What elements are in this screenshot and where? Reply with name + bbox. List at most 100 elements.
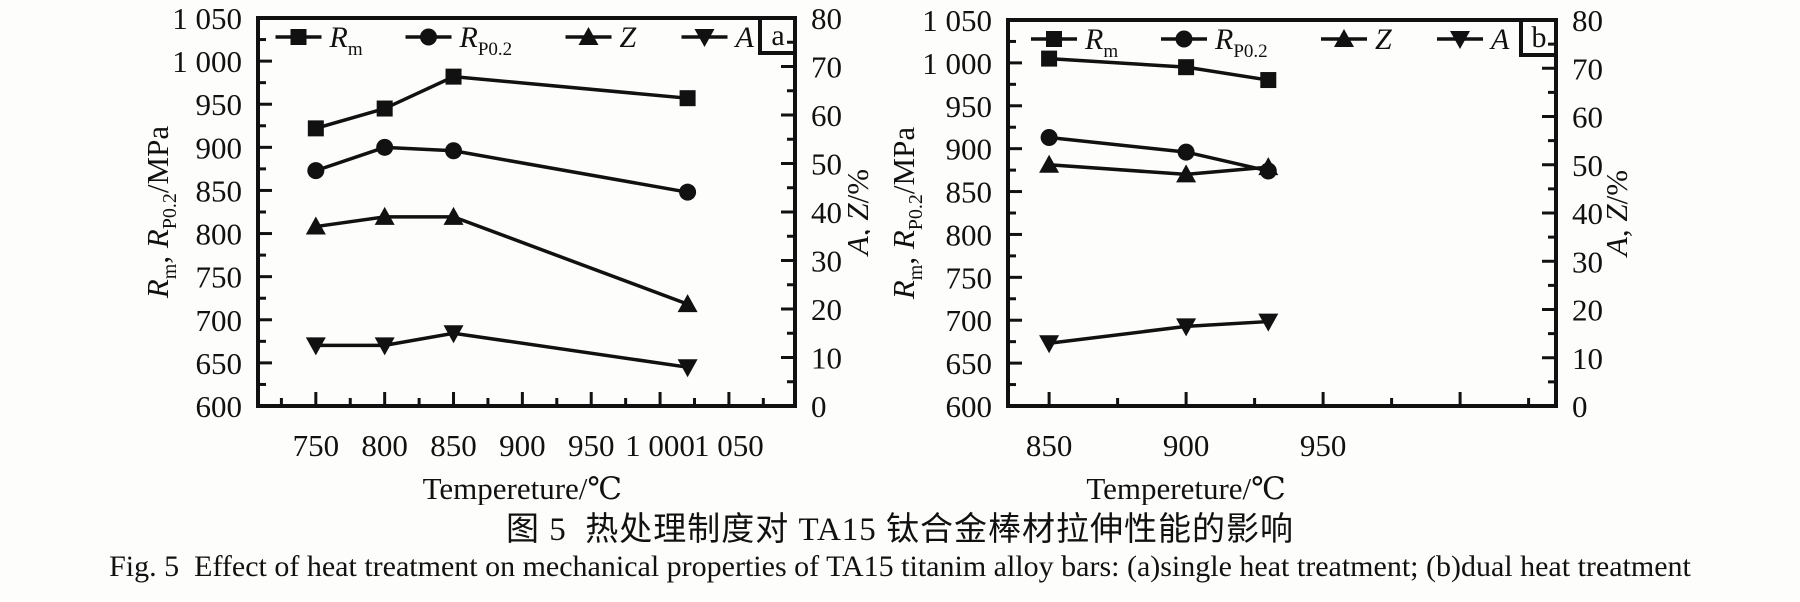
legend-marker-A — [694, 29, 715, 47]
y-right-tick-label: 40 — [1572, 196, 1603, 231]
y-right-tick-label: 30 — [1572, 244, 1603, 279]
y-right-tick-label: 60 — [811, 98, 842, 133]
y-left-tick-label: 700 — [946, 303, 993, 338]
y-right-tick-label: 40 — [811, 195, 842, 230]
y-left-tick-label: 600 — [196, 389, 243, 424]
data-point-Rm-1 — [1178, 59, 1195, 76]
series-line-Rm — [315, 74, 688, 131]
legend-label-A: A — [1489, 23, 1510, 56]
y-right-tick-label: 70 — [811, 50, 842, 85]
y-right-tick-label: 70 — [1572, 51, 1603, 86]
y-left-tick-label: 800 — [196, 217, 243, 252]
data-point-A-1 — [1176, 318, 1197, 337]
y-right-tick-label: 10 — [811, 341, 842, 376]
legend-marker-RP0.2 — [420, 28, 437, 46]
y-left-tick-label: 700 — [196, 303, 243, 338]
data-point-Z-1 — [374, 206, 395, 225]
y-left-tick-label: 1 050 — [922, 3, 992, 38]
y-left-tick-label: 1 050 — [172, 1, 242, 36]
data-point-A-1 — [374, 337, 395, 356]
panel-label: a — [771, 19, 784, 52]
series-line-Z — [1048, 163, 1269, 177]
y-right-tick-label: 50 — [1572, 148, 1603, 183]
data-point-RP0.2-0 — [307, 162, 325, 180]
y-left-tick-label: 1 000 — [922, 46, 992, 81]
plot-border — [256, 16, 797, 408]
panel-label-box — [1519, 18, 1558, 57]
legend-marker-Z — [1334, 29, 1354, 47]
data-point-A-0 — [305, 337, 326, 356]
data-point-Z-0 — [1039, 154, 1060, 173]
data-point-Z-2 — [443, 206, 464, 225]
y-left-tick-label: 800 — [946, 217, 993, 252]
data-point-Rm-0 — [1041, 50, 1058, 67]
y-left-tick-label: 650 — [196, 346, 243, 381]
y-right-tick-label: 60 — [1572, 100, 1603, 135]
x-tick-label: 800 — [361, 428, 408, 463]
data-point-A-3 — [677, 359, 698, 378]
data-point-Z-0 — [305, 216, 326, 235]
data-point-A-2 — [443, 325, 464, 344]
y-right-tick-label: 0 — [1572, 389, 1588, 424]
data-point-Rm-2 — [445, 68, 462, 85]
series-line-A — [1048, 319, 1269, 346]
legend-marker-Rm — [1046, 31, 1062, 47]
data-point-Z-2 — [1258, 157, 1279, 176]
legend-marker-Rm — [290, 29, 307, 45]
legend-label-RP0.2: RP0.2 — [459, 21, 513, 60]
data-point-RP0.2-3 — [679, 183, 697, 201]
plot-border — [1006, 18, 1558, 408]
y-left-tick-label: 900 — [196, 130, 243, 165]
x-tick-label: 750 — [293, 428, 340, 463]
legend-label-RP0.2: RP0.2 — [1214, 23, 1268, 62]
series-line-Z — [315, 215, 689, 306]
data-point-Z-3 — [677, 294, 698, 313]
data-point-Rm-3 — [679, 90, 696, 107]
y-left-axis-title: Rm, RP0.2/MPa — [886, 127, 927, 300]
y-right-tick-label: 10 — [1572, 341, 1603, 376]
y-right-tick-label: 30 — [811, 244, 842, 279]
series-line-RP0.2 — [315, 145, 688, 194]
y-left-tick-label: 950 — [946, 89, 993, 124]
y-left-axis-title: Rm, RP0.2/MPa — [140, 126, 181, 299]
data-point-RP0.2-2 — [445, 142, 463, 160]
x-tick-label: 850 — [1026, 428, 1073, 463]
y-left-tick-label: 950 — [196, 87, 243, 122]
legend-label-Rm: Rm — [329, 21, 363, 60]
y-left-tick-label: 600 — [946, 389, 993, 424]
charts-row: 750 800 850 900 950 1 000 1 050 600 650 700 750 800… — [140, 1, 1634, 505]
panel-label-box — [758, 16, 797, 55]
y-right-axis-title: A, Z/% — [840, 169, 870, 257]
data-point-Z-1 — [1176, 164, 1197, 183]
legend: Rm RP0.2 Z A — [1031, 23, 1510, 62]
data-point-RP0.2-1 — [376, 138, 394, 156]
y-right-tick-label: 0 — [811, 389, 827, 424]
x-tick-label: 900 — [499, 428, 546, 463]
data-point-Rm-0 — [307, 120, 324, 137]
y-left-tick-label: 650 — [946, 346, 993, 381]
legend-label-A: A — [734, 21, 755, 54]
legend: Rm RP0.2 Z A — [275, 21, 755, 60]
y-left-tick-label: 900 — [946, 132, 993, 167]
legend-label-Z: Z — [620, 21, 637, 54]
legend-label-Z: Z — [1375, 23, 1392, 56]
x-tick-label: 950 — [1300, 428, 1347, 463]
y-right-tick-label: 80 — [1572, 3, 1603, 38]
data-point-RP0.2-0 — [1040, 129, 1058, 147]
panel-label: b — [1532, 21, 1547, 54]
y-right-axis-title: A, Z/% — [1599, 170, 1634, 258]
data-point-Rm-1 — [376, 100, 393, 117]
x-axis-title: Tempereture/℃ — [1086, 471, 1285, 505]
data-point-Rm-2 — [1260, 72, 1277, 89]
x-tick-label: 1 000 — [625, 428, 695, 463]
y-left-tick-label: 1 000 — [172, 44, 242, 79]
y-right-tick-label: 80 — [811, 1, 842, 36]
caption-chinese: 图 5 热处理制度对 TA15 钛合金棒材拉伸性能的影响 — [505, 512, 1295, 548]
chart-panel-a: 750 800 850 900 950 1 000 1 050600650700750800… — [140, 1, 870, 505]
legend-marker-Z — [578, 27, 599, 45]
y-left-tick-label: 750 — [196, 260, 243, 295]
legend-marker-A — [1450, 31, 1470, 49]
x-tick-label: 850 — [430, 428, 477, 463]
